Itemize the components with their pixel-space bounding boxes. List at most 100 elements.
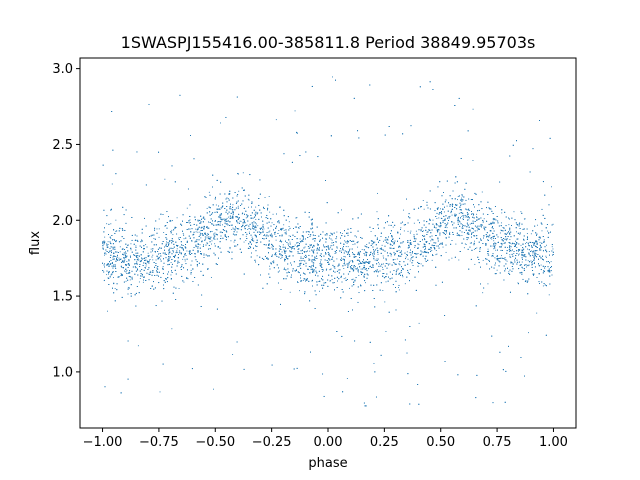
data-point — [272, 213, 274, 215]
data-point — [152, 254, 154, 256]
data-point — [114, 288, 116, 289]
data-point — [102, 246, 104, 248]
data-point — [409, 269, 411, 270]
data-point — [545, 255, 547, 257]
data-point — [499, 232, 501, 234]
data-point — [366, 244, 368, 245]
data-point — [303, 256, 305, 258]
data-point — [262, 228, 263, 230]
data-point — [291, 248, 292, 250]
data-point — [206, 207, 208, 209]
data-point — [473, 248, 475, 250]
data-point — [430, 240, 432, 242]
data-point — [124, 256, 126, 258]
data-point — [217, 246, 219, 248]
data-point — [251, 236, 253, 238]
data-point — [462, 226, 464, 227]
data-point — [492, 255, 494, 257]
data-point — [484, 229, 486, 231]
data-point — [139, 278, 141, 279]
data-point — [184, 258, 186, 260]
data-point — [518, 253, 520, 255]
data-point — [550, 261, 552, 263]
data-point — [203, 254, 205, 256]
data-point — [299, 290, 300, 292]
data-point — [279, 206, 281, 208]
data-point — [238, 228, 240, 230]
data-point — [129, 255, 131, 257]
data-point — [182, 232, 184, 234]
data-point — [322, 271, 324, 272]
data-point — [332, 76, 333, 78]
data-point — [278, 245, 280, 247]
data-point — [240, 220, 242, 222]
data-point — [548, 251, 550, 253]
data-point — [125, 280, 127, 282]
data-point — [229, 248, 231, 250]
data-point — [262, 223, 264, 225]
data-point — [352, 278, 354, 280]
data-point — [113, 255, 115, 257]
data-point — [247, 229, 249, 230]
data-point — [158, 236, 160, 238]
data-point — [207, 232, 209, 234]
data-point — [352, 240, 354, 242]
data-point — [150, 248, 152, 250]
data-point — [476, 230, 478, 232]
data-point — [376, 211, 378, 213]
data-point — [172, 234, 174, 236]
data-point — [353, 253, 355, 255]
data-point — [319, 240, 321, 242]
data-point — [323, 246, 325, 248]
data-point — [509, 248, 511, 250]
data-point — [448, 217, 450, 219]
data-point — [263, 228, 265, 230]
data-point — [288, 226, 290, 227]
data-point — [245, 240, 247, 241]
data-point — [446, 227, 448, 229]
data-point — [141, 275, 143, 277]
data-point — [420, 263, 422, 265]
data-point — [525, 243, 526, 245]
data-point — [152, 259, 154, 261]
data-point — [106, 223, 108, 225]
data-point — [400, 233, 401, 235]
data-point — [200, 251, 202, 253]
data-point — [125, 257, 127, 259]
data-points — [102, 76, 554, 407]
data-point — [145, 243, 147, 245]
data-point — [268, 196, 270, 197]
data-point — [238, 217, 240, 219]
data-point — [438, 217, 440, 219]
data-point — [214, 243, 216, 245]
data-point — [418, 244, 420, 246]
data-point — [280, 258, 282, 259]
data-point — [446, 205, 448, 207]
data-point — [107, 241, 109, 243]
data-point — [328, 258, 330, 260]
data-point — [230, 240, 232, 242]
data-point — [135, 255, 137, 257]
data-point — [426, 231, 428, 233]
data-point — [423, 238, 425, 240]
data-point — [299, 238, 301, 240]
data-point — [536, 224, 538, 226]
data-point — [481, 224, 483, 226]
data-point — [239, 220, 241, 222]
data-point — [242, 172, 244, 174]
data-point — [224, 218, 226, 220]
data-point — [230, 224, 232, 226]
data-point — [382, 255, 384, 257]
data-point — [378, 262, 379, 264]
data-point — [127, 286, 129, 288]
data-point — [532, 250, 534, 252]
data-point — [396, 258, 398, 260]
data-point — [158, 218, 160, 220]
data-point — [370, 230, 372, 232]
data-point — [171, 240, 172, 242]
data-point — [461, 203, 463, 205]
data-point — [303, 273, 305, 274]
data-point — [484, 228, 485, 230]
chart-title: 1SWASPJ155416.00-385811.8 Period 38849.9… — [121, 33, 536, 52]
